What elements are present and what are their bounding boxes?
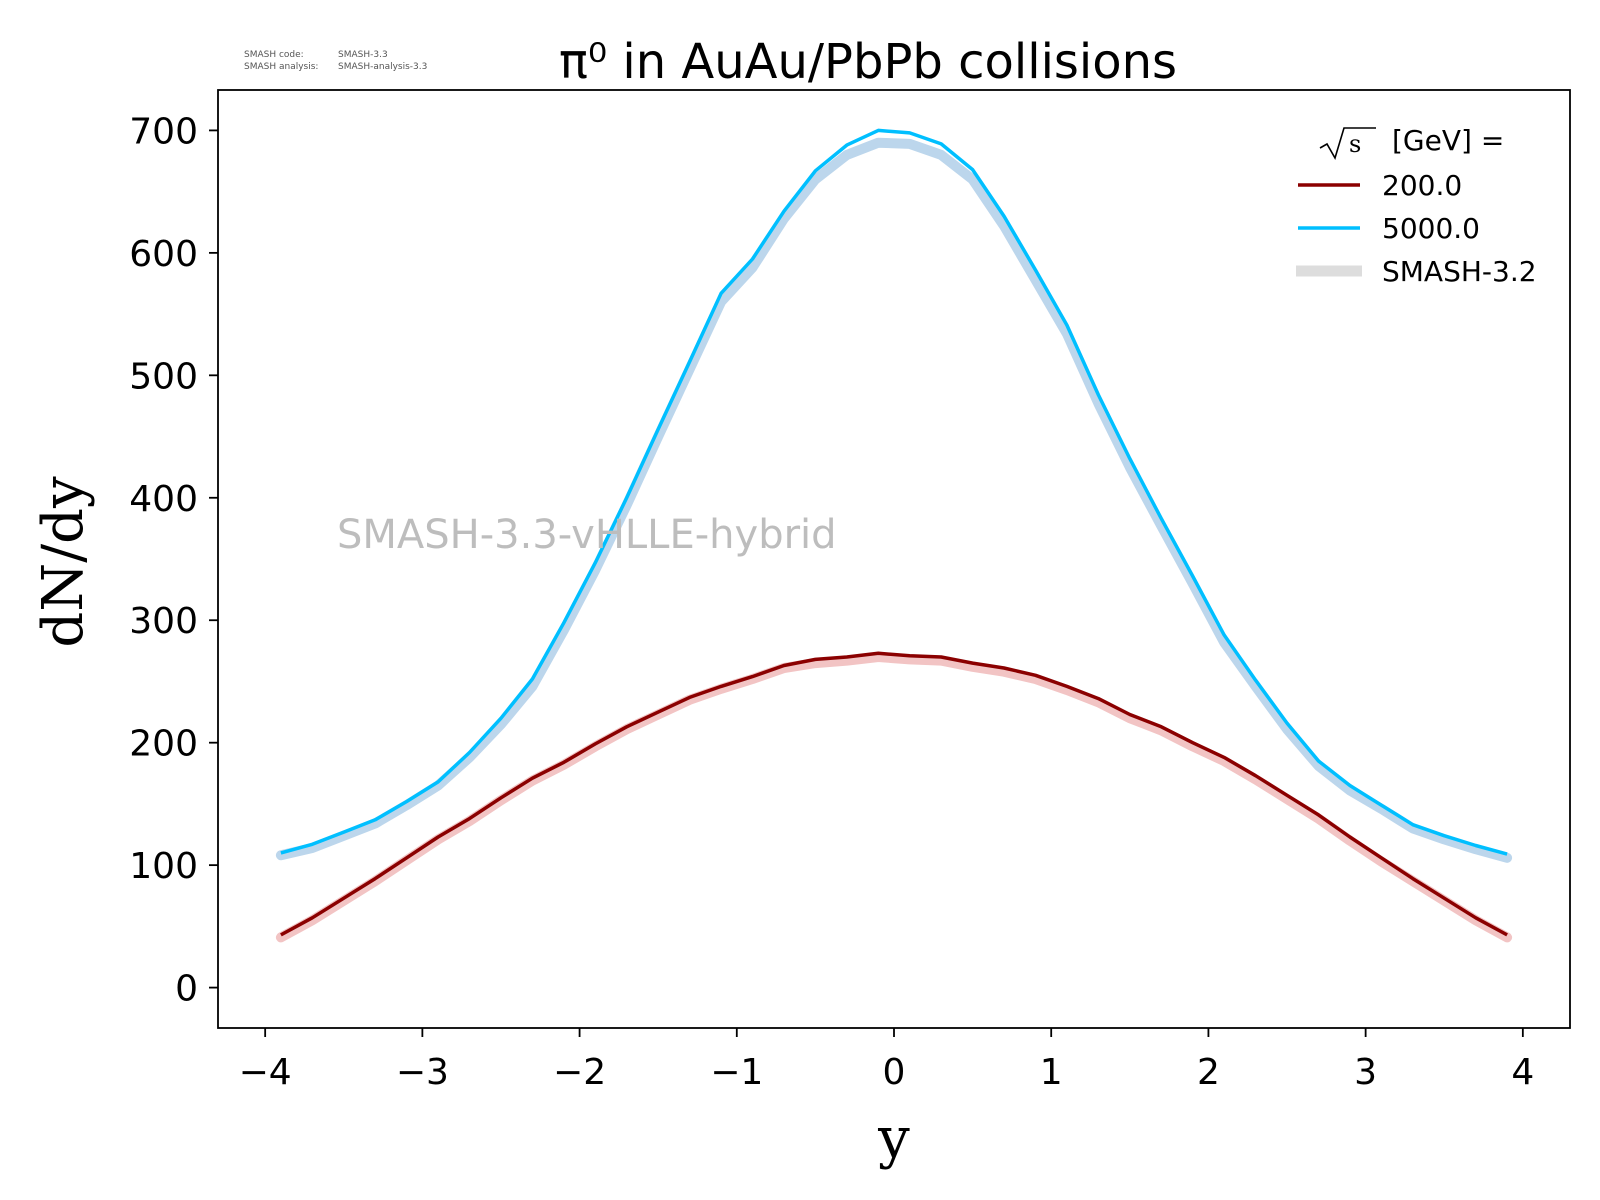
legend-label-reference: SMASH-3.2 bbox=[1382, 255, 1537, 288]
x-tick-label: 3 bbox=[1354, 1052, 1377, 1093]
x-tick-label: 0 bbox=[883, 1052, 906, 1093]
reference-band-2 bbox=[275, 137, 1513, 863]
watermark-label: SMASH-3.3-vHLLE-hybrid bbox=[337, 512, 837, 558]
y-axis-label: dN/dy bbox=[31, 476, 96, 648]
y-tick-label: 200 bbox=[129, 724, 198, 765]
y-tick-label: 100 bbox=[129, 846, 198, 887]
x-axis-ticks: −4 −3 −2 −1 0 1 2 3 4 bbox=[239, 1028, 1534, 1093]
meta-analysis-label: SMASH analysis: bbox=[244, 62, 318, 72]
x-axis-label: y bbox=[877, 1106, 910, 1171]
meta-code-label: SMASH code: bbox=[244, 50, 304, 60]
y-tick-label: 400 bbox=[129, 479, 198, 520]
legend-title-prefix: s bbox=[1349, 130, 1361, 158]
meta-code-value: SMASH-3.3 bbox=[338, 50, 388, 60]
legend-label-series-2: 5000.0 bbox=[1382, 212, 1480, 245]
x-tick-label: 1 bbox=[1040, 1052, 1063, 1093]
x-tick-label: 4 bbox=[1511, 1052, 1534, 1093]
legend: s [GeV] = 200.0 5000.0 SMASH-3.2 bbox=[1296, 124, 1537, 288]
x-tick-label: −4 bbox=[239, 1052, 292, 1093]
y-tick-label: 300 bbox=[129, 601, 198, 642]
series-line-1 bbox=[280, 651, 1508, 937]
legend-title-suffix: [GeV] = bbox=[1392, 124, 1504, 157]
chart-title: π⁰ in AuAu/PbPb collisions bbox=[559, 34, 1177, 90]
legend-title: s [GeV] = bbox=[1319, 124, 1504, 161]
reference-bands bbox=[275, 137, 1513, 943]
x-tick-label: −2 bbox=[553, 1052, 606, 1093]
y-tick-label: 0 bbox=[175, 969, 198, 1010]
series-line-2 bbox=[280, 128, 1508, 856]
series-lines bbox=[280, 128, 1508, 937]
sqrt-symbol-icon bbox=[1319, 127, 1376, 161]
legend-label-series-1: 200.0 bbox=[1382, 169, 1462, 202]
x-tick-label: 2 bbox=[1197, 1052, 1220, 1093]
y-tick-label: 700 bbox=[129, 111, 198, 152]
meta-analysis-value: SMASH-analysis-3.3 bbox=[338, 62, 427, 72]
y-axis-ticks: 0 100 200 300 400 500 600 700 bbox=[129, 111, 218, 1010]
y-tick-label: 600 bbox=[129, 234, 198, 275]
x-tick-label: −1 bbox=[710, 1052, 763, 1093]
x-tick-label: −3 bbox=[396, 1052, 449, 1093]
y-tick-label: 500 bbox=[129, 356, 198, 397]
reference-band-1 bbox=[275, 652, 1513, 943]
